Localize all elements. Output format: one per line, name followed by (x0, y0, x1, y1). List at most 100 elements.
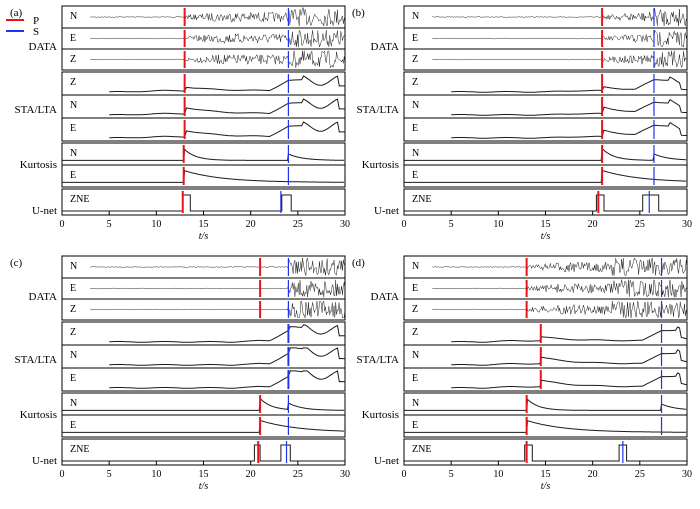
row-dn: N (61, 255, 346, 279)
row-de: E (403, 277, 688, 300)
trace-label: E (70, 283, 76, 294)
row-frame (61, 94, 346, 119)
group-label-kurtosis: Kurtosis (362, 409, 399, 421)
row-frame (403, 392, 688, 416)
x-tick-label: 10 (493, 219, 503, 230)
row-frame (61, 71, 346, 96)
row-se: E (403, 117, 688, 142)
trace-label: N (412, 148, 419, 159)
trace-label: Z (412, 304, 418, 315)
trace-line (451, 372, 688, 389)
row-frame (403, 321, 688, 346)
x-tick-label: 15 (541, 219, 551, 230)
trace-line (90, 29, 346, 48)
trace-label: Z (412, 54, 418, 65)
x-tick-label: 25 (635, 469, 645, 480)
trace-line (432, 50, 688, 69)
row-ke: E (61, 414, 346, 438)
row-se: E (61, 367, 346, 392)
row-sn: N (403, 344, 688, 369)
trace-line (62, 444, 345, 462)
group-label-stalta: STA/LTA (357, 104, 400, 116)
x-tick-label: 0 (60, 469, 65, 480)
trace-label: E (412, 283, 418, 294)
trace-line (432, 29, 688, 48)
trace-line (404, 420, 687, 433)
group-label-data: DATA (29, 291, 58, 303)
trace-label: N (70, 100, 77, 111)
trace-line (90, 279, 346, 298)
x-tick-label: 20 (246, 219, 256, 230)
row-frame (61, 414, 346, 438)
row-kn: N (403, 392, 688, 416)
panel-letter: (c) (10, 257, 23, 269)
row-sn: N (61, 344, 346, 369)
row-frame (61, 164, 346, 188)
row-ke: E (403, 164, 688, 188)
trace-line (451, 76, 688, 93)
group-label-data: DATA (371, 291, 400, 303)
trace-line (404, 444, 687, 462)
x-tick-label: 15 (199, 469, 209, 480)
row-dz: Z (61, 298, 346, 321)
trace-label: N (70, 11, 77, 22)
x-tick-label: 20 (588, 469, 598, 480)
row-frame (403, 142, 688, 166)
x-tick-label: 30 (340, 219, 350, 230)
row-frame (403, 298, 688, 321)
trace-label: E (70, 123, 76, 134)
trace-label: N (70, 261, 77, 272)
trace-label: Z (70, 327, 76, 338)
trace-label: E (70, 373, 76, 384)
trace-line (109, 370, 346, 389)
trace-label: ZNE (412, 194, 431, 205)
x-tick-label: 15 (541, 469, 551, 480)
trace-label: E (412, 420, 418, 431)
group-label-stalta: STA/LTA (357, 354, 400, 366)
row-sz: Z (61, 321, 346, 346)
group-label-stalta: STA/LTA (15, 354, 58, 366)
row-dn: N (403, 255, 688, 279)
trace-line (404, 194, 687, 212)
row-sn: N (61, 94, 346, 119)
x-tick-label: 5 (449, 219, 454, 230)
trace-label: E (412, 33, 418, 44)
row-dn: N (61, 5, 346, 29)
x-tick-label: 30 (682, 219, 692, 230)
row-frame (61, 367, 346, 392)
x-tick-label: 10 (493, 469, 503, 480)
panel-letter: (d) (352, 257, 365, 269)
row-frame (403, 367, 688, 392)
group-label-unet: U-net (374, 205, 399, 217)
trace-line (404, 398, 687, 411)
x-tick-label: 5 (107, 469, 112, 480)
row-kn: N (403, 142, 688, 166)
trace-label: E (412, 123, 418, 134)
trace-label: ZNE (70, 194, 89, 205)
trace-line (404, 169, 687, 183)
trace-line (109, 98, 346, 116)
group-label-unet: U-net (32, 455, 57, 467)
row-sz: Z (403, 71, 688, 96)
x-tick-label: 10 (151, 219, 161, 230)
x-tick-label: 5 (449, 469, 454, 480)
x-axis-label: t/s (199, 481, 209, 492)
trace-line (404, 147, 687, 161)
trace-label: Z (70, 304, 76, 315)
row-dz: Z (403, 298, 688, 321)
x-tick-label: 20 (246, 469, 256, 480)
x-tick-label: 25 (635, 219, 645, 230)
trace-label: E (412, 170, 418, 181)
x-axis-label: t/s (199, 231, 209, 242)
x-tick-label: 25 (293, 219, 303, 230)
trace-line (432, 301, 688, 319)
row-se: E (403, 367, 688, 392)
row-dz: Z (403, 48, 688, 71)
trace-line (451, 122, 687, 139)
row-frame (61, 142, 346, 166)
trace-line (62, 419, 345, 433)
row-frame (403, 255, 688, 279)
